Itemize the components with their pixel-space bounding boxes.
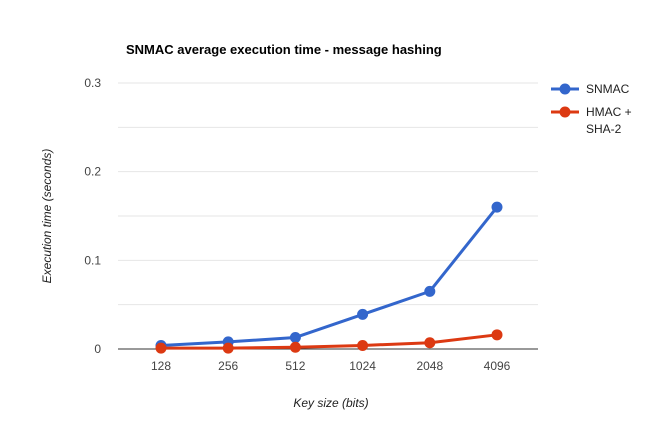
data-point-snmac (289, 331, 301, 343)
legend-label: SNMAC (586, 82, 630, 96)
data-point-snmac (491, 201, 503, 213)
x-tick-label: 1024 (349, 359, 376, 373)
x-tick-label: 256 (218, 359, 238, 373)
data-point-hmac-sha-2 (222, 342, 234, 354)
data-point-hmac-sha-2 (491, 329, 503, 341)
x-tick-label: 2048 (416, 359, 443, 373)
chart-title: SNMAC average execution time - message h… (126, 42, 442, 57)
data-point-snmac (424, 285, 436, 297)
legend-swatch-dot (559, 83, 571, 95)
series-line-hmac-sha-2 (161, 333, 498, 350)
y-tick-label: 0 (94, 342, 101, 356)
series-line-snmac (160, 206, 499, 347)
x-axis-label: Key size (bits) (293, 396, 368, 410)
data-point-hmac-sha-2 (424, 337, 436, 349)
x-tick-label: 128 (151, 359, 171, 373)
y-axis-label: Execution time (seconds) (40, 149, 54, 284)
y-tick-label: 0.3 (84, 76, 101, 90)
legend-label: HMAC + (586, 105, 632, 119)
y-tick-label: 0.2 (84, 165, 101, 179)
data-point-hmac-sha-2 (155, 342, 167, 354)
x-tick-label: 512 (285, 359, 305, 373)
x-axis-ticks: 128 256 512 1024 2048 4096 (151, 359, 511, 373)
data-point-hmac-sha-2 (357, 339, 369, 351)
legend: SNMAC HMAC + SHA-2 (551, 82, 632, 136)
legend-label: SHA-2 (586, 122, 622, 136)
y-axis-ticks: 0 0.1 0.2 0.3 (84, 76, 101, 356)
series-hmac-sha-2 (155, 329, 503, 354)
legend-swatch-dot (559, 106, 571, 118)
data-point-hmac-sha-2 (289, 341, 301, 353)
x-tick-label: 4096 (484, 359, 511, 373)
data-point-snmac (357, 308, 369, 320)
legend-item-hmac-sha-2: HMAC + SHA-2 (551, 105, 632, 136)
series-snmac (155, 201, 503, 351)
gridlines (118, 82, 538, 306)
y-tick-label: 0.1 (84, 253, 101, 267)
legend-item-snmac: SNMAC (551, 82, 630, 96)
series-layer (155, 201, 503, 354)
